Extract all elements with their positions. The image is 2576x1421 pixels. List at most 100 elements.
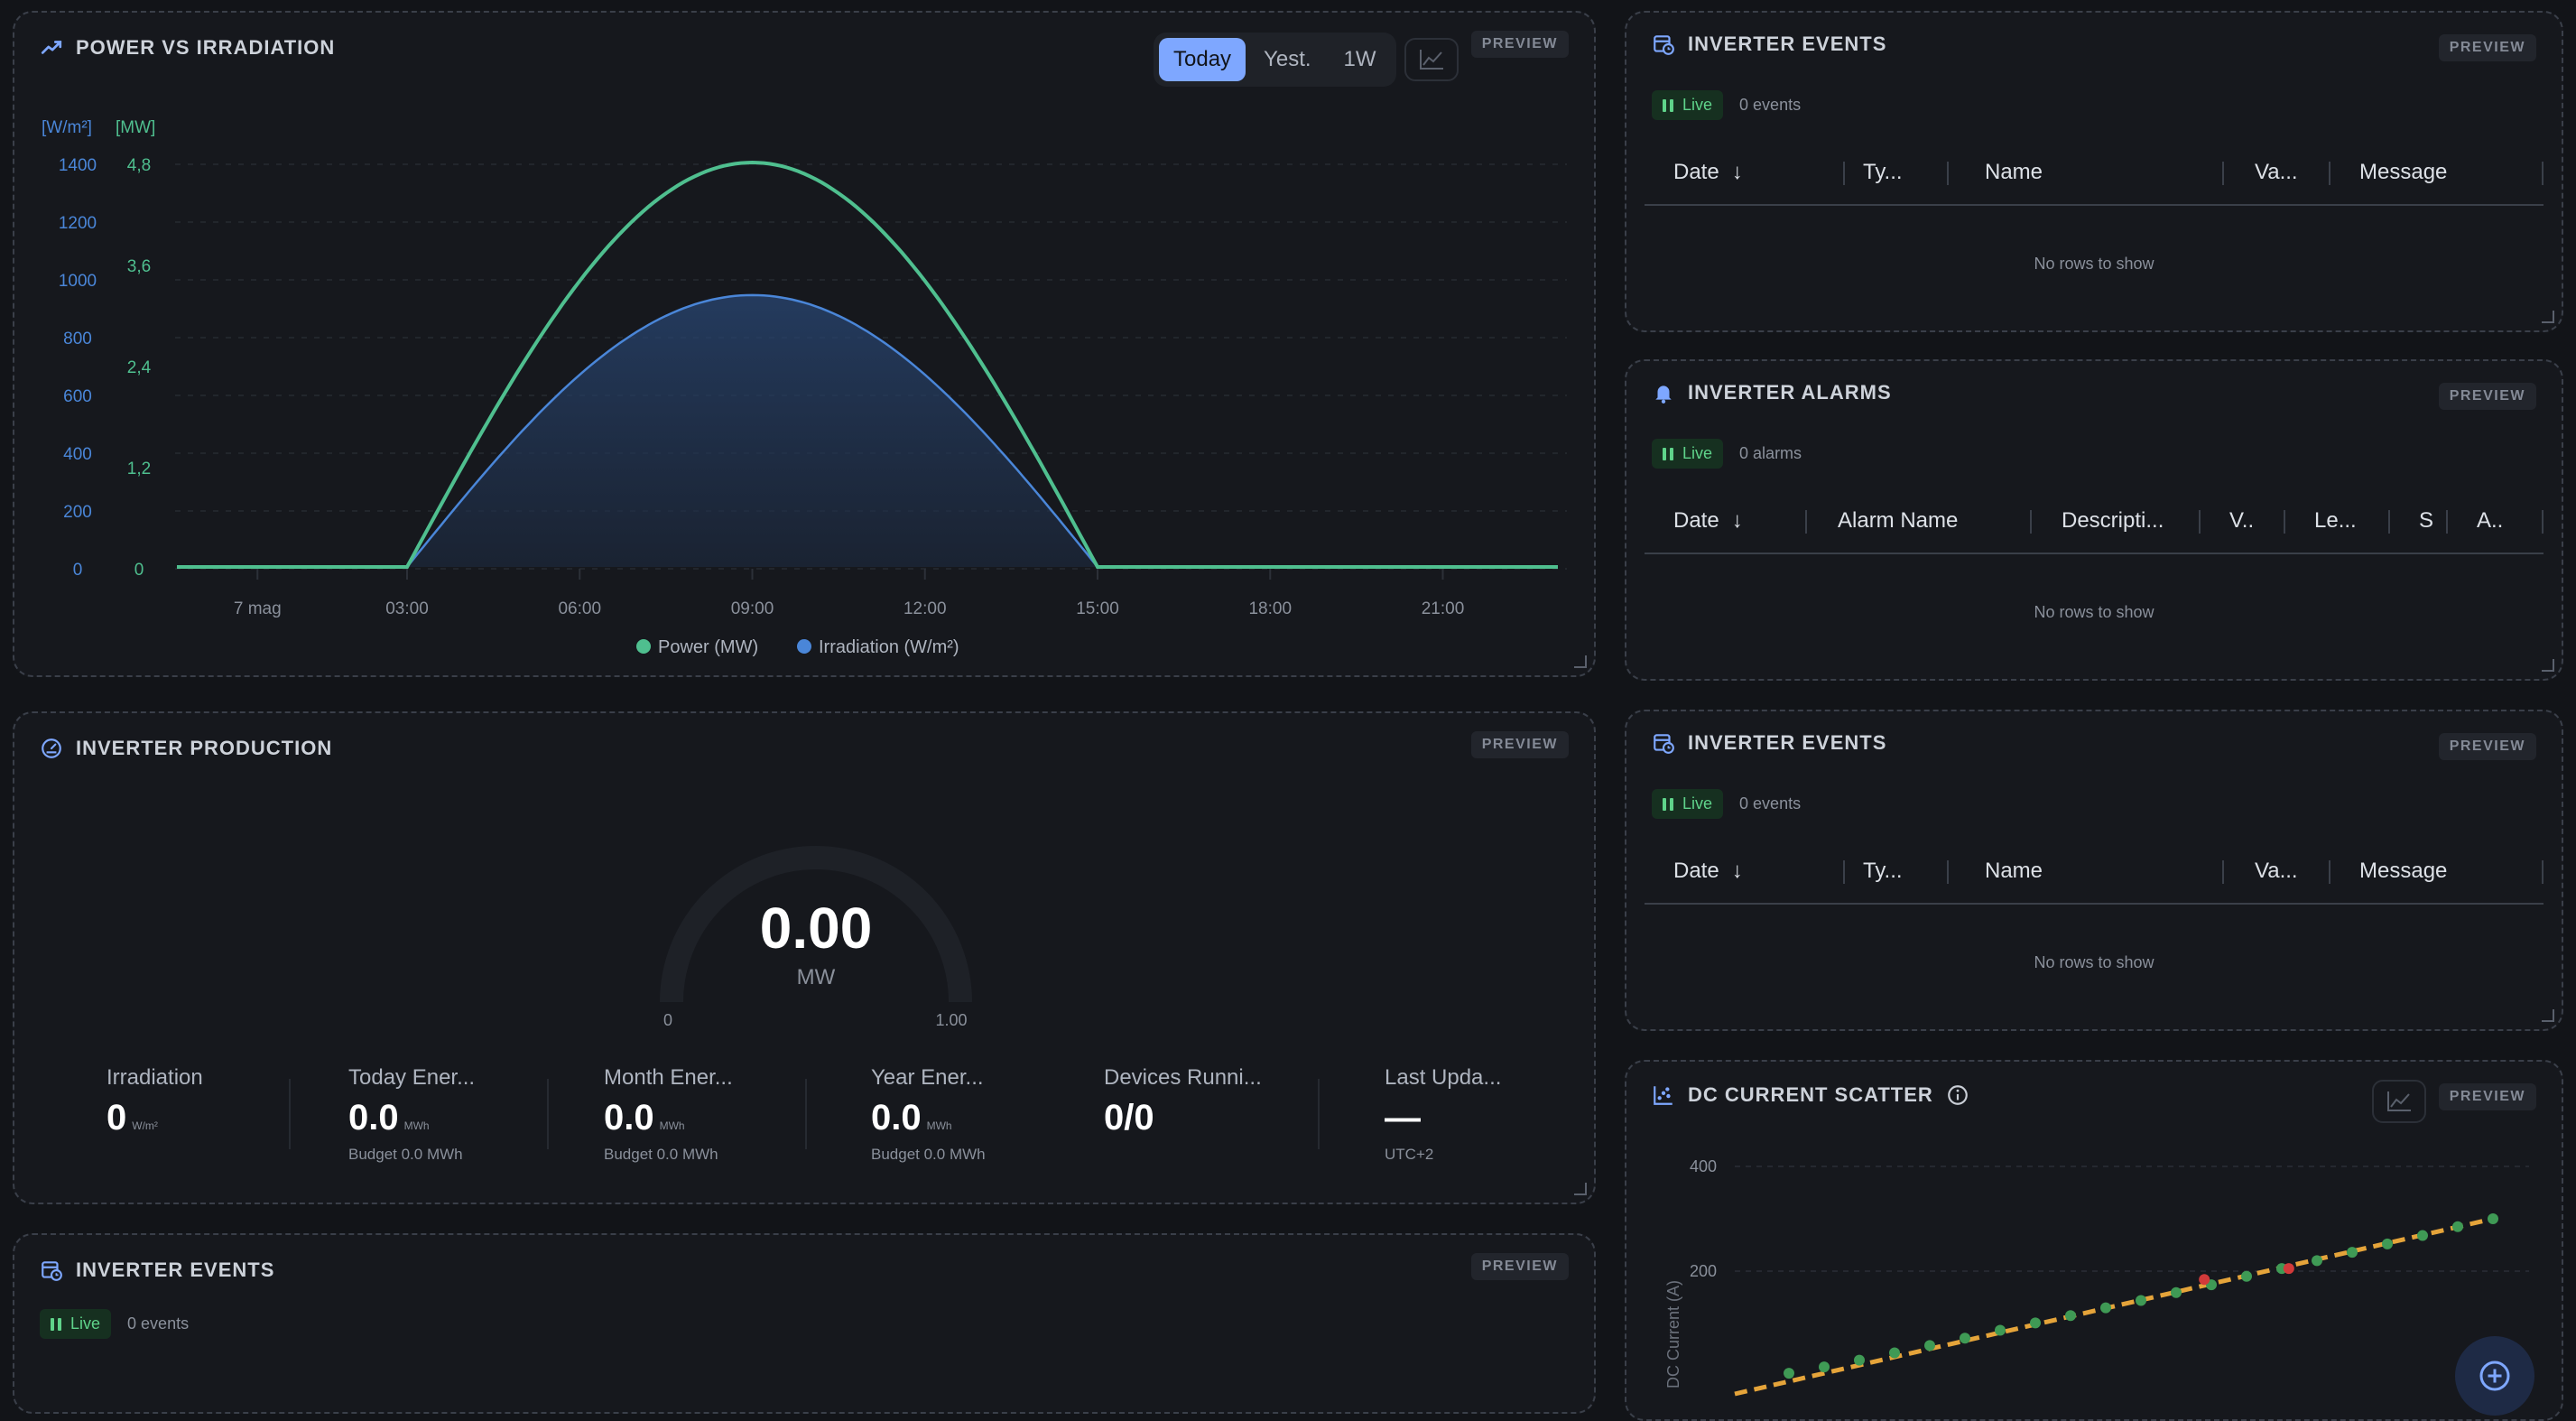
stat-month-energy: Month Ener... 0.0 MWh Budget 0.0 MWh bbox=[604, 1065, 733, 1164]
resize-handle[interactable] bbox=[2542, 659, 2554, 672]
panel-title: INVERTER PRODUCTION bbox=[76, 737, 333, 759]
column-separator[interactable] bbox=[1805, 510, 1807, 534]
info-icon[interactable] bbox=[1946, 1083, 1969, 1107]
column-header-message[interactable]: Message bbox=[2359, 859, 2448, 883]
bell-icon bbox=[1655, 385, 1672, 404]
y-right-tick-label: 1,2 bbox=[127, 460, 151, 478]
scatter-point[interactable] bbox=[1854, 1354, 1865, 1366]
panel-title: INVERTER EVENTS bbox=[76, 1258, 275, 1281]
calendar-clock-icon bbox=[42, 1261, 62, 1281]
scatter-point[interactable] bbox=[2065, 1310, 2076, 1322]
column-separator[interactable] bbox=[2542, 510, 2544, 534]
column-separator[interactable] bbox=[2222, 162, 2224, 185]
production-gauge: 0.00 MW 0 1.00 bbox=[660, 846, 972, 1029]
scatter-point[interactable] bbox=[2171, 1286, 2182, 1298]
column-header-message[interactable]: Message bbox=[2359, 160, 2448, 184]
live-status: Live 0 events bbox=[1652, 789, 1801, 819]
resize-handle[interactable] bbox=[1574, 655, 1587, 668]
scatter-outlier-point[interactable] bbox=[2199, 1274, 2210, 1286]
column-header-value[interactable]: Va... bbox=[2255, 160, 2298, 184]
column-header-date[interactable]: Date ↓ bbox=[1673, 859, 1743, 883]
sort-desc-icon: ↓ bbox=[1731, 859, 1743, 883]
column-header-type[interactable]: Ty... bbox=[1863, 859, 1903, 883]
column-separator[interactable] bbox=[1947, 860, 1949, 884]
gauge-max: 1.00 bbox=[935, 1011, 967, 1029]
legend-power-label[interactable]: Power (MW) bbox=[658, 637, 758, 657]
scatter-point[interactable] bbox=[2136, 1295, 2146, 1306]
live-status: Live 0 events bbox=[40, 1309, 189, 1339]
column-header-level[interactable]: Le... bbox=[2314, 508, 2357, 533]
panel-header: INVERTER EVENTS bbox=[40, 1258, 274, 1282]
column-separator[interactable] bbox=[2388, 510, 2390, 534]
live-toggle[interactable]: Live bbox=[40, 1309, 112, 1339]
scatter-point[interactable] bbox=[2347, 1247, 2358, 1258]
stat-label: Year Ener... bbox=[871, 1065, 984, 1090]
live-toggle[interactable]: Live bbox=[1652, 90, 1724, 120]
scatter-point[interactable] bbox=[2241, 1270, 2252, 1282]
column-separator[interactable] bbox=[2542, 860, 2544, 884]
scatter-point[interactable] bbox=[2382, 1238, 2393, 1249]
column-separator[interactable] bbox=[1947, 162, 1949, 185]
scatter-point[interactable] bbox=[2488, 1213, 2498, 1224]
scatter-outlier-point[interactable] bbox=[2283, 1263, 2294, 1275]
scatter-point[interactable] bbox=[2417, 1230, 2428, 1241]
column-header-description[interactable]: Descripti... bbox=[2062, 508, 2164, 533]
scatter-point[interactable] bbox=[2100, 1302, 2111, 1314]
column-separator[interactable] bbox=[2030, 510, 2032, 534]
scatter-point[interactable] bbox=[2312, 1255, 2322, 1267]
alarm-count: 0 alarms bbox=[1739, 444, 1802, 462]
dc-current-scatter-chart: 400 200 DC Current (A) bbox=[1664, 1157, 2529, 1397]
scatter-point[interactable] bbox=[1960, 1333, 1970, 1344]
stat-unit: MWh bbox=[403, 1119, 430, 1132]
column-separator[interactable] bbox=[2542, 162, 2544, 185]
column-header-value[interactable]: Va... bbox=[2255, 859, 2298, 883]
column-separator[interactable] bbox=[2446, 510, 2448, 534]
live-status: Live 0 alarms bbox=[1652, 439, 1802, 469]
empty-message: No rows to show bbox=[2034, 255, 2154, 273]
column-header-date[interactable]: Date ↓ bbox=[1673, 160, 1743, 184]
left-axis-unit: [W/m²] bbox=[42, 118, 92, 137]
column-separator[interactable] bbox=[1843, 860, 1845, 884]
column-separator[interactable] bbox=[2329, 860, 2330, 884]
column-header-ack[interactable]: A.. bbox=[2477, 508, 2504, 533]
resize-handle[interactable] bbox=[2542, 1009, 2554, 1022]
live-toggle[interactable]: Live bbox=[1652, 439, 1724, 469]
scatter-point[interactable] bbox=[2452, 1221, 2463, 1232]
add-widget-button[interactable] bbox=[2455, 1336, 2534, 1416]
tab-today[interactable]: Today bbox=[1159, 38, 1246, 81]
live-toggle[interactable]: Live bbox=[1652, 789, 1724, 819]
column-header-name[interactable]: Name bbox=[1985, 160, 2043, 184]
trend-line bbox=[1734, 1216, 2494, 1397]
legend-irradiation-label[interactable]: Irradiation (W/m²) bbox=[819, 637, 959, 657]
column-separator[interactable] bbox=[2284, 510, 2285, 534]
scatter-point[interactable] bbox=[1784, 1368, 1794, 1379]
column-header-status[interactable]: S bbox=[2419, 508, 2434, 533]
column-separator[interactable] bbox=[2222, 860, 2224, 884]
column-header-date[interactable]: Date ↓ bbox=[1673, 508, 1743, 533]
column-header-name[interactable]: Name bbox=[1985, 859, 2043, 883]
tab-yesterday[interactable]: Yest. bbox=[1264, 47, 1311, 71]
column-header-type[interactable]: Ty... bbox=[1863, 160, 1903, 184]
chart-type-button[interactable] bbox=[2372, 1080, 2426, 1123]
panel-header: POWER VS IRRADIATION bbox=[40, 36, 335, 60]
column-separator[interactable] bbox=[1843, 162, 1845, 185]
divider bbox=[805, 1079, 807, 1149]
panel-header: INVERTER EVENTS bbox=[1652, 33, 1886, 56]
live-label: Live bbox=[1682, 794, 1713, 813]
scatter-point[interactable] bbox=[1924, 1340, 1935, 1351]
column-separator[interactable] bbox=[2199, 510, 2201, 534]
chart-type-button[interactable] bbox=[1404, 38, 1459, 81]
scatter-point[interactable] bbox=[1889, 1347, 1900, 1359]
scatter-point[interactable] bbox=[2030, 1317, 2041, 1329]
column-header-value[interactable]: V.. bbox=[2229, 508, 2255, 533]
resize-handle[interactable] bbox=[1574, 1183, 1587, 1195]
stat-value: 0.0 bbox=[348, 1098, 399, 1138]
scatter-point[interactable] bbox=[1995, 1324, 2006, 1336]
tab-1w[interactable]: 1W bbox=[1343, 47, 1376, 71]
inverter-production-panel: INVERTER PRODUCTION PREVIEW 0.00 MW 0 1.… bbox=[13, 711, 1596, 1204]
panel-title: INVERTER EVENTS bbox=[1688, 731, 1887, 754]
column-separator[interactable] bbox=[2329, 162, 2330, 185]
resize-handle[interactable] bbox=[2542, 311, 2554, 323]
column-header-alarm-name[interactable]: Alarm Name bbox=[1838, 508, 1959, 533]
